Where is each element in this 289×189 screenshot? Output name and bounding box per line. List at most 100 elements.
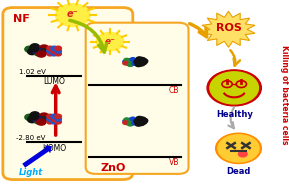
- Circle shape: [210, 72, 258, 104]
- Text: Healthy: Healthy: [216, 110, 253, 119]
- Circle shape: [139, 117, 146, 122]
- FancyBboxPatch shape: [3, 8, 133, 180]
- Circle shape: [47, 52, 53, 56]
- Circle shape: [127, 63, 133, 66]
- Circle shape: [27, 117, 37, 123]
- Circle shape: [140, 59, 148, 64]
- Circle shape: [139, 57, 146, 62]
- Circle shape: [127, 59, 133, 62]
- Circle shape: [37, 119, 46, 125]
- Circle shape: [37, 51, 46, 57]
- Circle shape: [51, 114, 57, 119]
- Circle shape: [34, 50, 43, 56]
- Circle shape: [55, 117, 61, 121]
- Circle shape: [131, 119, 137, 122]
- Circle shape: [40, 45, 49, 51]
- Circle shape: [132, 62, 137, 65]
- Circle shape: [127, 122, 133, 126]
- Circle shape: [47, 120, 53, 124]
- Circle shape: [47, 114, 53, 119]
- Circle shape: [130, 58, 136, 61]
- Text: Dead: Dead: [226, 167, 251, 176]
- Circle shape: [132, 121, 137, 125]
- Circle shape: [140, 60, 147, 65]
- Circle shape: [127, 118, 133, 122]
- Circle shape: [134, 59, 141, 64]
- Text: VB: VB: [168, 158, 179, 167]
- Circle shape: [51, 120, 57, 124]
- Text: ZnO: ZnO: [100, 163, 125, 173]
- Circle shape: [55, 46, 61, 50]
- Circle shape: [126, 61, 131, 64]
- Circle shape: [126, 120, 131, 124]
- Circle shape: [140, 119, 147, 124]
- Circle shape: [29, 114, 38, 120]
- Circle shape: [130, 120, 135, 123]
- Circle shape: [140, 118, 148, 123]
- Circle shape: [136, 116, 143, 121]
- FancyBboxPatch shape: [86, 23, 188, 174]
- Circle shape: [51, 52, 57, 56]
- Circle shape: [125, 121, 130, 125]
- Circle shape: [123, 61, 128, 65]
- Text: e⁻: e⁻: [67, 9, 79, 19]
- Circle shape: [130, 117, 136, 121]
- Circle shape: [47, 117, 53, 121]
- Circle shape: [55, 120, 61, 124]
- Circle shape: [207, 70, 261, 106]
- Text: ROS: ROS: [216, 23, 241, 33]
- Circle shape: [130, 60, 135, 64]
- Text: Killing of bacteria cells: Killing of bacteria cells: [280, 45, 289, 144]
- Text: 1.02 eV: 1.02 eV: [18, 69, 45, 75]
- Circle shape: [47, 46, 53, 50]
- Circle shape: [129, 122, 134, 125]
- Circle shape: [55, 114, 61, 119]
- Circle shape: [51, 117, 57, 121]
- Circle shape: [30, 112, 40, 118]
- Circle shape: [124, 118, 129, 121]
- Circle shape: [125, 62, 130, 65]
- Circle shape: [29, 46, 38, 52]
- Circle shape: [134, 119, 141, 124]
- Circle shape: [138, 61, 145, 66]
- Circle shape: [216, 133, 261, 163]
- Circle shape: [47, 49, 53, 53]
- Circle shape: [25, 114, 34, 120]
- Circle shape: [35, 115, 44, 121]
- Circle shape: [96, 33, 124, 51]
- Text: CB: CB: [168, 86, 179, 95]
- Circle shape: [136, 57, 143, 62]
- Circle shape: [131, 60, 137, 63]
- Text: Light: Light: [18, 168, 43, 177]
- Text: e⁻: e⁻: [105, 36, 115, 46]
- Circle shape: [27, 49, 37, 55]
- Circle shape: [56, 4, 90, 26]
- Circle shape: [38, 49, 48, 55]
- Text: NF: NF: [13, 14, 29, 24]
- Text: LUMO: LUMO: [43, 77, 65, 87]
- Circle shape: [25, 46, 34, 52]
- Circle shape: [238, 151, 247, 157]
- Circle shape: [138, 121, 145, 125]
- Circle shape: [35, 47, 44, 53]
- Polygon shape: [202, 11, 255, 47]
- Circle shape: [32, 47, 41, 53]
- Circle shape: [34, 118, 43, 124]
- Circle shape: [38, 117, 48, 123]
- Text: HOMO: HOMO: [42, 144, 66, 153]
- Circle shape: [218, 135, 259, 162]
- Circle shape: [129, 63, 134, 66]
- Circle shape: [135, 62, 142, 67]
- Circle shape: [124, 58, 129, 62]
- Circle shape: [123, 60, 128, 63]
- Circle shape: [55, 52, 61, 56]
- Circle shape: [55, 49, 61, 53]
- Circle shape: [51, 46, 57, 50]
- Circle shape: [123, 121, 128, 124]
- Circle shape: [137, 58, 144, 63]
- Circle shape: [51, 49, 57, 53]
- Text: -2.80 eV: -2.80 eV: [16, 135, 45, 141]
- Circle shape: [40, 113, 49, 119]
- Circle shape: [30, 44, 40, 50]
- Circle shape: [137, 118, 144, 122]
